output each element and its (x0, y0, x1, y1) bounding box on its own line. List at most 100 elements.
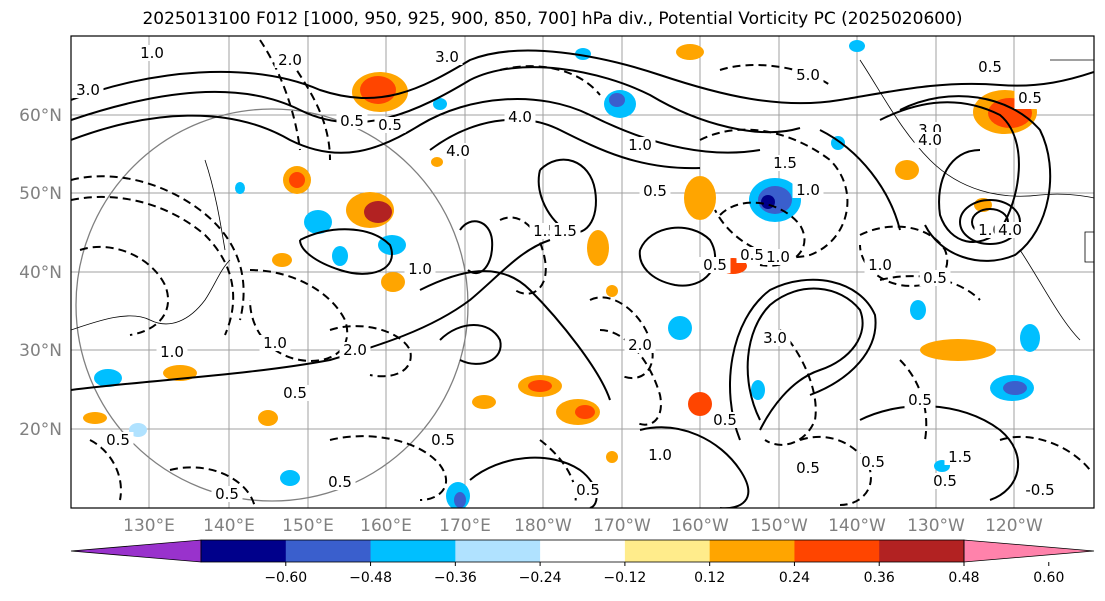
lon-label: 150°W (750, 516, 808, 536)
colorbar-extend-low (70, 539, 202, 563)
contour-label-bg (769, 155, 801, 171)
coastline (1019, 249, 1081, 341)
positive-div-patch (381, 272, 405, 292)
reference-circle (75, 108, 469, 502)
negative-div-patch (332, 246, 348, 266)
negative-div-patch (280, 470, 300, 486)
contour-label-bg (324, 474, 356, 490)
lat-label: 20°N (19, 420, 62, 440)
contour-label-bg (974, 59, 1006, 75)
pv-contour-line (819, 129, 901, 231)
colorbar-extend-high (963, 539, 1095, 563)
contour-label-bg (914, 132, 946, 148)
lon-label: 160°E (360, 516, 412, 536)
positive-div-patch (83, 412, 107, 424)
contour-label-bg (374, 117, 406, 133)
positive-div-patch (920, 339, 996, 361)
latitude-labels: 60°N 50°N 40°N 30°N 20°N (19, 106, 62, 440)
contour-label: -0.5 (1025, 481, 1054, 499)
positive-div-patch (289, 172, 305, 188)
contour-label: 0.5 (703, 256, 727, 274)
contour-label: 0.5 (923, 269, 947, 287)
contour-label-bg (572, 482, 604, 498)
contour-label: 1.5 (553, 222, 577, 240)
contour-label-bg (624, 137, 656, 153)
pv-contour-line (71, 97, 761, 154)
negative-div-patch (454, 492, 466, 508)
contour-label: 1.0 (408, 260, 432, 278)
contour-label-bg (919, 270, 951, 286)
contour-label-bg (857, 454, 889, 470)
contour-label-bg (279, 385, 311, 401)
lon-label: 160°W (671, 516, 729, 536)
colorbar-segment (455, 540, 541, 562)
contour-label: 0.5 (328, 473, 352, 491)
contour-label: 1.0 (628, 136, 652, 154)
contour-label: 0.5 (643, 182, 667, 200)
contour-label-bg (994, 222, 1026, 238)
contour-label: 0.5 (908, 391, 932, 409)
pv-contour-line (71, 66, 801, 134)
positive-div-patch (676, 44, 704, 60)
contour-label: 2.0 (628, 336, 652, 354)
negative-div-patch (433, 98, 447, 110)
contour-label: 2.0 (343, 341, 367, 359)
contour-label: 1.0 (648, 446, 672, 464)
contour-label-bg (736, 247, 768, 263)
contour-label: 0.5 (933, 472, 957, 490)
contour-label-bg (136, 45, 168, 61)
pv-contour-line (639, 426, 750, 508)
contour-label: 0.5 (713, 411, 737, 429)
contour-label-bg (156, 344, 188, 360)
contour-label-bg (102, 432, 134, 448)
colorbar-segment (201, 540, 287, 562)
pv-contour-dashed-line (259, 39, 301, 151)
colorbar-segment (794, 540, 880, 562)
pv-contour-line (537, 158, 597, 234)
negative-div-patch (1020, 324, 1040, 352)
contour-label-bg (792, 67, 824, 83)
contour-label-bg (709, 412, 741, 428)
colorbar-segment (624, 540, 711, 562)
positive-div-patch (684, 176, 716, 220)
pv-contour-line (299, 228, 393, 275)
contour-label-bg (336, 113, 368, 129)
contour-label-bg (792, 460, 824, 476)
contour-label: 0.5 (378, 116, 402, 134)
contour-label-bg (72, 82, 104, 98)
contour-labels: 3.01.0 2.0 3.00.5 4.05.03.04.0 1.00.51.51.01… (72, 44, 1060, 503)
pv-contour-line (419, 270, 611, 401)
positive-div-patch (528, 380, 552, 392)
contour-label-bg (904, 392, 936, 408)
colorbar-segment (285, 540, 372, 562)
positive-div-patch (575, 405, 595, 419)
pv-contour-line (859, 405, 1019, 501)
contour-label: 0.5 (283, 384, 307, 402)
contour-label: 0.5 (215, 485, 239, 503)
contour-label-bg (864, 257, 896, 273)
negative-div-patch (751, 380, 765, 400)
positive-div-patch (587, 230, 609, 266)
contour-label: 0.5 (340, 112, 364, 130)
contour-label-bg (944, 449, 976, 465)
colorbar-segment (709, 540, 795, 562)
lon-label: 140°E (203, 516, 255, 536)
colorbar-outline (200, 539, 965, 563)
positive-div-patch (360, 76, 396, 104)
pv-contour-dashed-line (289, 59, 331, 161)
contour-label: 1.0 (140, 44, 164, 62)
contour-label-bg (1014, 90, 1046, 106)
lon-label: 150°E (282, 516, 334, 536)
lon-label: 140°W (828, 516, 886, 536)
contour-label: 1.5 (948, 448, 972, 466)
contour-label: 3.0 (763, 329, 787, 347)
lon-label: 130°E (123, 516, 175, 536)
pv-contour-dashed-line (89, 439, 122, 501)
contour-label: 0.5 (431, 431, 455, 449)
lat-label: 40°N (19, 263, 62, 283)
colorbar-tick-label: 0.60 (1033, 570, 1064, 586)
map-frame (70, 35, 1095, 509)
pv-contour-line (746, 287, 864, 431)
contour-label: 1.0 (796, 181, 820, 199)
negative-div-patch (94, 369, 122, 387)
